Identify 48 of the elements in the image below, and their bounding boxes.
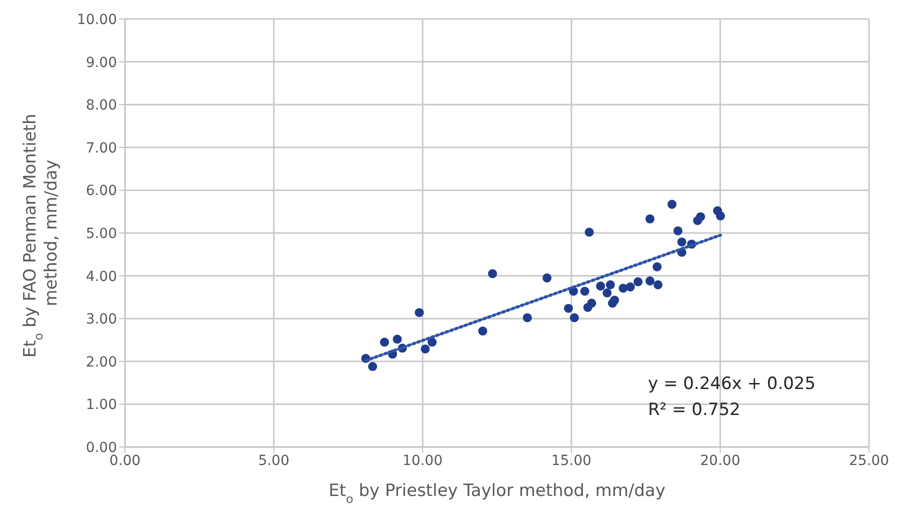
point [392,334,402,344]
point [626,282,635,292]
point [368,362,378,372]
point [608,298,617,308]
point [677,237,686,246]
x-axis-title: Et$_{o}$ by Priestley Taylor method, mm/day [328,481,666,506]
point [488,269,498,278]
y-tick-label: 6.00 [86,183,117,200]
point [380,338,390,347]
x-tick-label: 10.00 [402,452,443,469]
point [542,273,552,282]
point [602,288,612,298]
y-tick-label: 8.00 [86,98,117,114]
point [645,276,654,286]
y-tick-label: 1.00 [86,397,117,414]
point [606,280,615,290]
point [414,308,424,318]
point [596,282,606,291]
x-tick-label: 15.00 [551,452,592,469]
y-tick-label: 7.00 [86,140,117,156]
point [696,212,706,222]
annotation: R² = 0.752 [648,400,740,420]
point [564,304,573,313]
point [580,286,590,296]
y-tick-label: 3.00 [86,312,117,328]
point [478,326,488,336]
point [645,214,654,224]
point [420,344,430,354]
point [716,211,726,220]
x-tick-label: 20.00 [700,452,740,469]
point [587,298,596,308]
point [428,338,437,347]
y-tick-label: 5.00 [86,226,117,242]
point [522,313,532,322]
point [584,228,594,237]
y-tick-label: 9.00 [86,54,117,71]
y-tick-label: 4.00 [86,268,117,285]
point [673,226,682,236]
x-tick-label: 25.00 [848,452,890,469]
y-tick-label: 10.00 [76,12,117,28]
y-tick-label: 2.00 [86,354,117,370]
point [667,200,677,209]
point [652,262,662,272]
point [634,277,643,286]
point [570,313,579,322]
annotation: y = 0.246x + 0.025 [648,374,816,394]
x-tick-label: 5.00 [258,452,290,469]
point [653,280,663,290]
